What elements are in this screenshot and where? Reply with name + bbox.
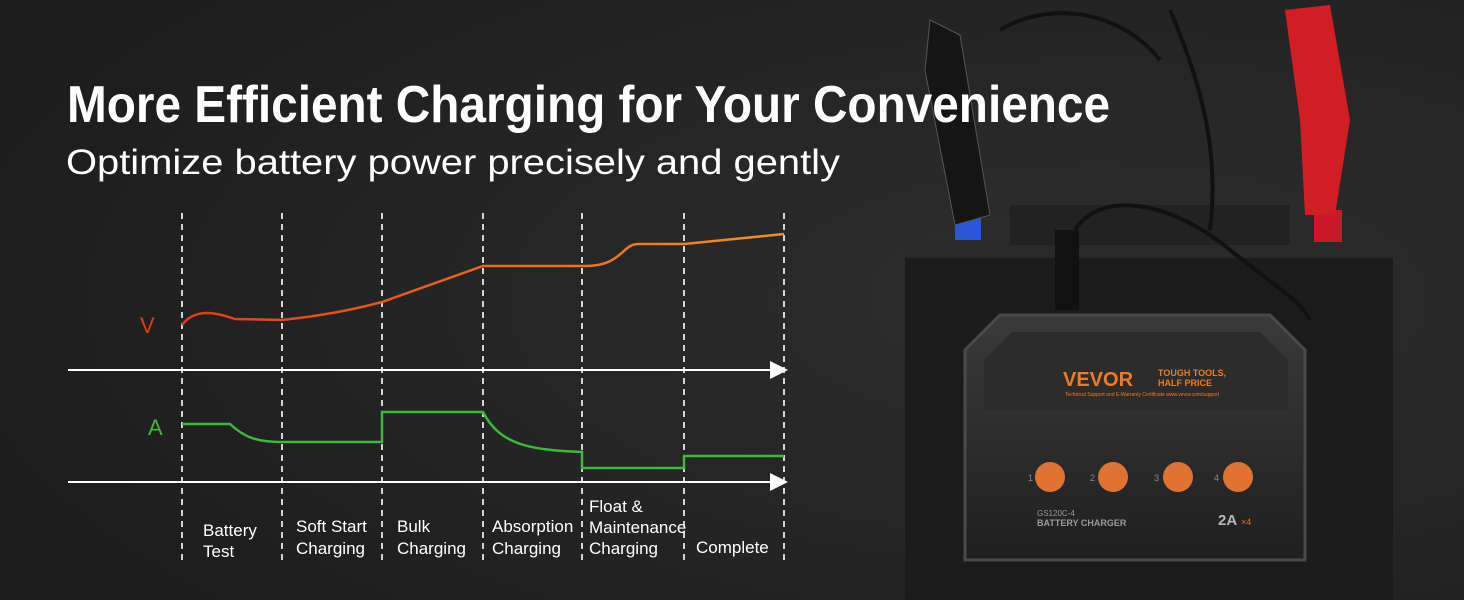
plug [1055, 230, 1079, 310]
charger-panel [984, 332, 1288, 410]
device: VEVOR TOUGH TOOLS, HALF PRICE Technical … [905, 5, 1393, 600]
stage-label: Charging [397, 539, 466, 558]
stage-label: Complete [696, 538, 769, 557]
power-button [1163, 462, 1193, 492]
stage-label: Charging [296, 539, 365, 558]
model: GS120C-4 [1037, 509, 1075, 518]
title: More Efficient Charging for Your Conveni… [67, 76, 1110, 134]
slogan-line: TOUGH TOOLS, [1158, 368, 1226, 378]
support-text: Technical Support and E-Warranty Certifi… [1065, 392, 1220, 398]
power-button [1035, 462, 1065, 492]
battery-top [1010, 205, 1290, 245]
stage-label: Maintenance [589, 518, 686, 537]
power-button [1223, 462, 1253, 492]
positive-terminal [1314, 210, 1342, 242]
diagram: V A Battery Test Soft Start Charging Bul… [68, 213, 788, 565]
stage-label: Float & [589, 497, 644, 516]
red-clamp [1285, 5, 1350, 215]
current-label: A [148, 415, 163, 440]
voltage-curve [181, 232, 785, 326]
channel-number: 2 [1090, 473, 1095, 483]
voltage-label: V [140, 313, 155, 338]
stage-label: Battery [203, 521, 257, 540]
arrowhead [770, 473, 788, 491]
channel-number: 3 [1154, 473, 1159, 483]
stage-label: Absorption [492, 517, 573, 536]
cables [998, 9, 1312, 321]
stage-label: Test [203, 542, 234, 561]
rating: 2A [1218, 512, 1237, 529]
subtitle: Optimize battery power precisely and gen… [66, 143, 841, 182]
stage-label: Soft Start [296, 517, 367, 536]
stage-label: Charging [589, 539, 658, 558]
current-curve [182, 410, 784, 470]
device-name: BATTERY CHARGER [1037, 518, 1127, 528]
channel-number: 1 [1028, 473, 1033, 483]
stage-label: Charging [492, 539, 561, 558]
black-clamp [924, 19, 991, 226]
multiplier: ×4 [1241, 517, 1251, 527]
brand: VEVOR [1063, 369, 1134, 391]
slogan-line: HALF PRICE [1158, 378, 1212, 388]
channel-number: 4 [1214, 473, 1219, 483]
power-button [1098, 462, 1128, 492]
arrowhead [770, 361, 788, 379]
stage-label: Bulk [397, 517, 431, 536]
